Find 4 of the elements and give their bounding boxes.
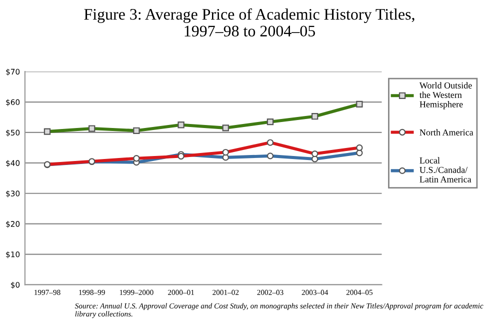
chart-title: Figure 3: Average Price of Academic History Titles, 1997–98 to 2004–05 [84,8,414,36]
legend-label: North America [420,129,474,136]
legend-label: Local U.S./Canada/ Latin America [420,157,472,182]
legend-label: World Outside the Western Hemisphere [419,82,472,110]
